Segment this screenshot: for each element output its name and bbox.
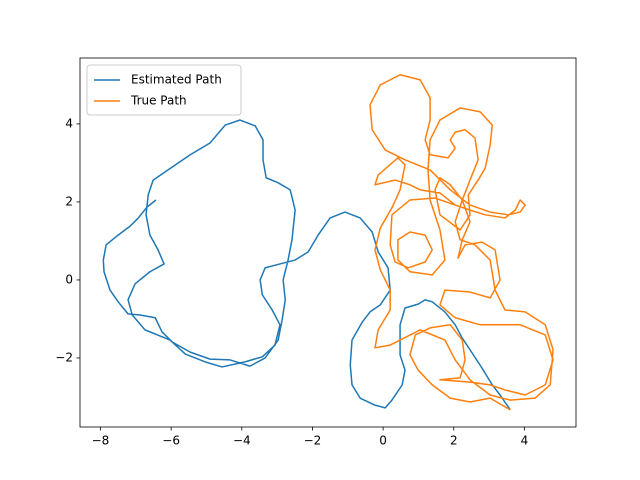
axes-frame <box>79 57 577 428</box>
y-tick-label: 0 <box>65 272 73 286</box>
x-tick-label: −8 <box>92 434 110 448</box>
x-tick-label: −6 <box>162 434 180 448</box>
x-tick-label: 4 <box>521 434 529 448</box>
legend-label: Estimated Path <box>131 73 222 87</box>
y-tick-label: 4 <box>65 116 73 130</box>
y-tick-label: 2 <box>65 194 73 208</box>
data-line <box>102 119 511 411</box>
x-tick-label: 2 <box>450 434 458 448</box>
x-tick-label: 0 <box>379 434 387 448</box>
y-tick-label: −2 <box>55 350 73 364</box>
data-line <box>369 74 554 411</box>
x-tick-label: −4 <box>233 434 251 448</box>
legend-box <box>86 64 242 116</box>
x-tick-label: −2 <box>304 434 322 448</box>
plot-area <box>102 74 554 411</box>
legend-label: True Path <box>130 94 187 108</box>
